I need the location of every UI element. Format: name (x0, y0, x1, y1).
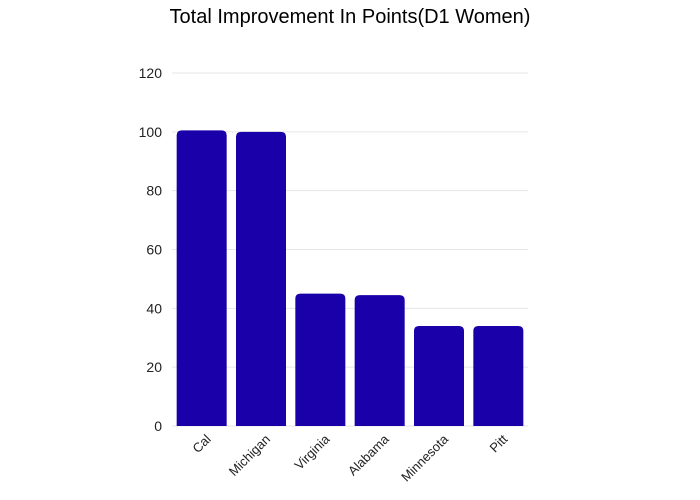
bars (176, 130, 524, 427)
y-axis-ticks: 0 20 40 60 80 100 120 (139, 65, 163, 434)
x-axis-ticks: Cal Michigan Virginia Alabama Minnesota Pitt (189, 431, 510, 485)
y-tick-label: 20 (146, 359, 162, 375)
bar-alabama (354, 295, 405, 426)
bar-minnesota (414, 325, 464, 426)
y-tick-label: 100 (139, 124, 163, 140)
x-tick-label: Cal (189, 431, 213, 455)
bar-cal (176, 130, 227, 427)
gridlines (172, 72, 528, 427)
y-tick-label: 60 (146, 242, 162, 258)
bar-michigan (236, 131, 286, 427)
y-tick-label: 80 (146, 183, 162, 199)
chart-title: Total Improvement In Points(D1 Women) (169, 6, 531, 28)
x-tick-label: Minnesota (398, 431, 452, 485)
y-tick-label: 0 (154, 418, 162, 434)
y-tick-label: 40 (146, 300, 162, 316)
x-tick-label: Alabama (345, 431, 392, 478)
x-tick-label: Michigan (226, 432, 273, 479)
bar-pitt (473, 325, 524, 426)
x-tick-label: Pitt (487, 431, 511, 455)
y-tick-label: 120 (139, 65, 163, 81)
x-tick-label: Virginia (291, 431, 333, 473)
bar-virginia (295, 293, 346, 426)
